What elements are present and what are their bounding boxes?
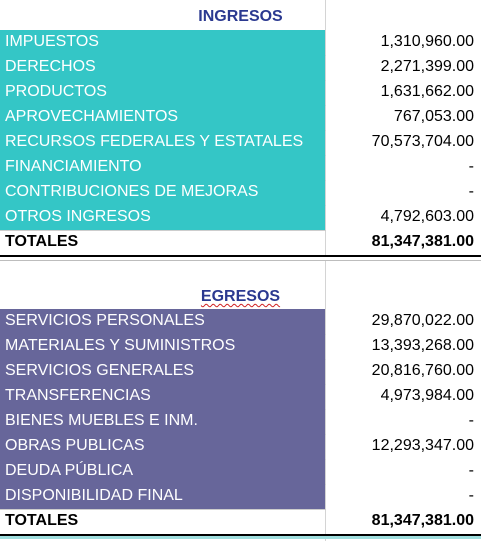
ingresos-value[interactable]: 1,310,960.00 (326, 30, 481, 55)
egresos-row[interactable]: OBRAS PUBLICAS 12,293,347.00 (0, 434, 481, 460)
ingresos-value[interactable]: 1,631,662.00 (326, 80, 481, 105)
ingresos-row[interactable]: CONTRIBUCIONES DE MEJORAS - (0, 180, 481, 206)
egresos-label[interactable]: DISPONIBILIDAD FINAL (0, 484, 325, 509)
ingresos-row[interactable]: OTROS INGRESOS 4,792,603.00 (0, 205, 481, 231)
ingresos-row[interactable]: APROVECHAMIENTOS 767,053.00 (0, 105, 481, 131)
ingresos-value[interactable]: 4,792,603.00 (326, 205, 481, 230)
ingresos-total-label[interactable]: TOTALES (5, 233, 79, 250)
ingresos-total-value[interactable]: 81,347,381.00 (326, 230, 481, 255)
egresos-label[interactable]: MATERIALES Y SUMINISTROS (0, 334, 325, 359)
egresos-total-label[interactable]: TOTALES (5, 512, 79, 529)
ingresos-label[interactable]: OTROS INGRESOS (0, 205, 325, 230)
ingresos-label[interactable]: RECURSOS FEDERALES Y ESTATALES (0, 130, 325, 155)
egresos-label[interactable]: SERVICIOS GENERALES (0, 359, 325, 384)
ingresos-value[interactable]: 767,053.00 (326, 105, 481, 130)
separator (0, 257, 481, 261)
egresos-value[interactable]: 13,393,268.00 (326, 334, 481, 359)
egresos-header-row[interactable]: EGRESOS (0, 282, 481, 310)
bottom-edge (0, 536, 481, 539)
egresos-value[interactable]: - (326, 459, 481, 484)
egresos-value[interactable]: 20,816,760.00 (326, 359, 481, 384)
ingresos-title: INGRESOS (198, 8, 283, 25)
ingresos-row[interactable]: RECURSOS FEDERALES Y ESTATALES 70,573,70… (0, 130, 481, 156)
ingresos-row[interactable]: DERECHOS 2,271,399.00 (0, 55, 481, 81)
egresos-row[interactable]: DEUDA PÚBLICA - (0, 459, 481, 485)
egresos-row[interactable]: MATERIALES Y SUMINISTROS 13,393,268.00 (0, 334, 481, 360)
egresos-row[interactable]: SERVICIOS PERSONALES 29,870,022.00 (0, 309, 481, 335)
ingresos-label[interactable]: APROVECHAMIENTOS (0, 105, 325, 130)
ingresos-row[interactable]: PRODUCTOS 1,631,662.00 (0, 80, 481, 106)
column-divider (325, 0, 326, 541)
egresos-value[interactable]: - (326, 484, 481, 509)
ingresos-value[interactable]: - (326, 155, 481, 180)
egresos-label[interactable]: DEUDA PÚBLICA (0, 459, 325, 484)
egresos-title: EGRESOS (0, 288, 481, 306)
ingresos-row[interactable]: IMPUESTOS 1,310,960.00 (0, 30, 481, 56)
egresos-row[interactable]: BIENES MUEBLES E INM. - (0, 409, 481, 435)
egresos-label[interactable]: SERVICIOS PERSONALES (0, 309, 325, 334)
egresos-total-value[interactable]: 81,347,381.00 (326, 509, 481, 534)
ingresos-value[interactable]: 70,573,704.00 (326, 130, 481, 155)
egresos-title-text: EGRESOS (200, 288, 281, 305)
ingresos-value[interactable]: 2,271,399.00 (326, 55, 481, 80)
ingresos-row[interactable]: FINANCIAMIENTO - (0, 155, 481, 181)
ingresos-value[interactable]: - (326, 180, 481, 205)
egresos-row[interactable]: DISPONIBILIDAD FINAL - (0, 484, 481, 510)
ingresos-header-row[interactable]: INGRESOS (0, 2, 481, 30)
egresos-label[interactable]: BIENES MUEBLES E INM. (0, 409, 325, 434)
egresos-value[interactable]: - (326, 409, 481, 434)
egresos-value[interactable]: 4,973,984.00 (326, 384, 481, 409)
ingresos-total-row[interactable]: TOTALES 81,347,381.00 (0, 230, 481, 257)
egresos-value[interactable]: 29,870,022.00 (326, 309, 481, 334)
egresos-label[interactable]: OBRAS PUBLICAS (0, 434, 325, 459)
egresos-label-text: BIENES MUEBLES E INM. (5, 412, 198, 429)
ingresos-label[interactable]: PRODUCTOS (0, 80, 325, 105)
egresos-row[interactable]: TRANSFERENCIAS 4,973,984.00 (0, 384, 481, 410)
ingresos-label[interactable]: DERECHOS (0, 55, 325, 80)
egresos-value[interactable]: 12,293,347.00 (326, 434, 481, 459)
egresos-total-row[interactable]: TOTALES 81,347,381.00 (0, 509, 481, 536)
ingresos-label[interactable]: IMPUESTOS (0, 30, 325, 55)
ingresos-label[interactable]: FINANCIAMIENTO (0, 155, 325, 180)
egresos-label[interactable]: TRANSFERENCIAS (0, 384, 325, 409)
egresos-row[interactable]: SERVICIOS GENERALES 20,816,760.00 (0, 359, 481, 385)
ingresos-label[interactable]: CONTRIBUCIONES DE MEJORAS (0, 180, 325, 205)
